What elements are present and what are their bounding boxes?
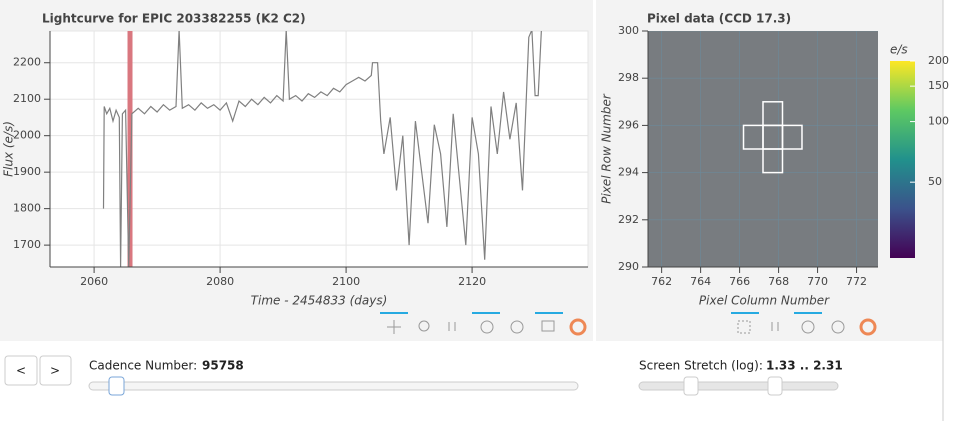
flux-line: [102, 31, 542, 267]
cadence-handle[interactable]: [108, 376, 125, 396]
cadence-label: Cadence Number:: [89, 359, 197, 373]
x-axis-label: Pixel Column Number: [699, 294, 830, 308]
cadence-cursor: [127, 31, 133, 267]
axes: 2060 2080 2100 2120 1700 1800 1900 2000 2100 2200: [13, 31, 588, 288]
hover-tool[interactable]: [541, 320, 555, 332]
plot-layer: [50, 31, 588, 267]
y-axis-label: Flux (e/s): [2, 121, 16, 177]
reset-tool[interactable]: [831, 320, 845, 334]
y-tick-label: 292: [618, 213, 639, 226]
mask-pixel: [762, 148, 784, 174]
colorbar-tick-label: 200: [928, 54, 949, 67]
pan-tool[interactable]: [387, 320, 401, 334]
y-tick-label: 296: [618, 118, 639, 131]
colorbar-tick-label: 150: [928, 79, 949, 92]
colorbar: [890, 61, 915, 258]
bokeh-logo[interactable]: [569, 318, 587, 336]
next-button[interactable]: [39, 355, 72, 386]
y-tick-label: 300: [618, 24, 639, 37]
x-tick-label: 766: [729, 275, 750, 288]
box-select-tool[interactable]: [737, 320, 751, 334]
toolbar: [380, 312, 877, 336]
wheel-zoom-tool[interactable]: [801, 320, 815, 334]
x-tick-label: 2100: [332, 275, 360, 288]
x-tick-label: 768: [768, 275, 789, 288]
y-tick-label: 290: [618, 260, 639, 273]
y-tick-label: 294: [618, 166, 639, 179]
colorbar-tick-label: 100: [928, 115, 949, 128]
lightcurve: 2060 2080 2100 2120 1700 1800 1900 2000 2100 2200: [13, 31, 588, 288]
reset-tool[interactable]: [510, 320, 524, 334]
stretch-value: 1.33 .. 2.31: [766, 359, 843, 373]
prev-button[interactable]: [4, 355, 38, 386]
x-tick-label: 2120: [458, 275, 486, 288]
next-button-label: >: [50, 364, 60, 378]
wheel-zoom-tool[interactable]: [480, 320, 494, 334]
colorbar-label: e/s: [890, 43, 908, 57]
cadence-value: 95758: [202, 359, 244, 373]
prev-button-label: <: [16, 364, 26, 378]
x-tick-label: 2080: [206, 275, 234, 288]
x-axis-label: Time - 2454833 (days): [251, 294, 388, 308]
y-tick-label: 2200: [13, 56, 41, 69]
axes: 762 764 766 768 770 772 290 292 294 296 298 300: [618, 24, 878, 288]
y-tick-label: 1900: [13, 165, 41, 178]
y-axis-label: Pixel Row Number: [600, 93, 614, 204]
pixel-data: 762 764 766 768 770 772 290 292 294 296 298 300 50 10…: [618, 24, 949, 288]
x-tick-label: 2060: [80, 275, 108, 288]
y-tick-label: 2000: [13, 129, 41, 142]
colorbar-tick-label: 50: [928, 175, 942, 188]
x-tick-label: 762: [651, 275, 672, 288]
stretch-label: Screen Stretch (log):: [639, 359, 763, 373]
stretch-handle-low[interactable]: [683, 376, 699, 396]
stretch-slider[interactable]: [638, 381, 839, 391]
y-tick-label: 298: [618, 71, 639, 84]
chart-title: Pixel data (CCD 17.3): [647, 12, 791, 26]
wheel-tool[interactable]: [771, 322, 779, 331]
wheel-tool[interactable]: [448, 322, 456, 331]
stretch-handle-high[interactable]: [767, 376, 783, 396]
x-tick-label: 770: [807, 275, 828, 288]
x-tick-label: 772: [846, 275, 867, 288]
plot-layer: [648, 31, 878, 267]
chart-title: Lightcurve for EPIC 203382255 (K2 C2): [42, 12, 306, 26]
y-tick-label: 1700: [13, 238, 41, 251]
cadence-slider[interactable]: [88, 381, 579, 391]
y-tick-label: 2100: [13, 92, 41, 105]
bokeh-logo[interactable]: [859, 318, 877, 336]
zoom-tool[interactable]: [418, 320, 430, 332]
mask-pixel: [781, 124, 803, 150]
x-tick-label: 764: [690, 275, 711, 288]
y-tick-label: 1800: [13, 202, 41, 215]
